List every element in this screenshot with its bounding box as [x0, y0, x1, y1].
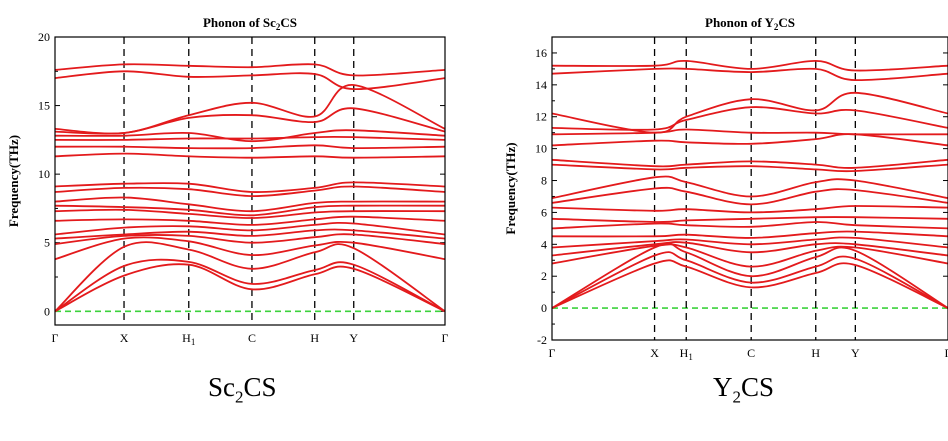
phonon-band-4 [552, 241, 948, 257]
k-point-label: C [747, 346, 755, 360]
y-axis-label-0: Frequency(THz) [6, 135, 21, 227]
phonon-band-1 [55, 258, 445, 313]
y-tick-label: 0 [44, 304, 50, 318]
caption-right-sub: 2 [732, 387, 742, 407]
k-point-label: Y [851, 346, 860, 360]
y-tick-label: 0 [541, 301, 547, 315]
phonon-band-13 [55, 152, 445, 159]
phonon-band-12 [55, 181, 445, 193]
phonon-band-20 [55, 63, 445, 77]
chart-title-1: Phonon of Y2CS [705, 15, 795, 32]
phonon-band-8 [55, 208, 445, 219]
k-point-label: Γ [945, 346, 948, 360]
phonon-band-11 [55, 185, 445, 198]
k-point-label: C [248, 331, 256, 345]
y-tick-label: 12 [535, 110, 547, 124]
phonon-band-6 [552, 230, 948, 239]
caption-left: Sc2CS [208, 372, 277, 407]
phonon-band-2 [552, 242, 948, 309]
plot-frame-1 [551, 36, 948, 341]
phonon-band-14 [55, 144, 445, 150]
y-tick-label: 10 [535, 142, 547, 156]
phonon-band-13 [552, 158, 948, 169]
phonon-band-0 [55, 263, 445, 313]
k-point-label: X [650, 346, 659, 360]
phonon-band-1 [552, 251, 948, 309]
y-tick-label: 8 [541, 174, 547, 188]
chart-panel-0: Phonon of Sc2CS Frequency(THz) 0 5 10 15 20 Γ X H… [6, 15, 449, 347]
caption-right-base: Y [713, 372, 733, 402]
y-tick-label: -2 [537, 333, 547, 347]
y-tick-label: 20 [38, 30, 50, 44]
y-tick-label: 10 [38, 167, 50, 181]
caption-left-rest: CS [243, 372, 277, 402]
phonon-band-10 [552, 186, 948, 206]
k-point-label: H [811, 346, 820, 360]
phonon-band-11 [552, 175, 948, 199]
phonon-band-6 [55, 221, 445, 236]
phonon-band-12 [552, 163, 948, 173]
k-point-label: Y [349, 331, 358, 345]
k-point-label: H1 [680, 346, 693, 362]
caption-right-rest: CS [741, 372, 775, 402]
chart-title-0: Phonon of Sc2CS [203, 15, 297, 32]
y-tick-label: 14 [535, 78, 547, 92]
phonon-band-17 [55, 107, 445, 135]
k-point-label: H1 [182, 331, 195, 347]
phonon-band-2 [55, 241, 445, 313]
caption-left-sub: 2 [235, 387, 244, 407]
phonon-band-16 [55, 129, 445, 143]
phonon-band-5 [552, 236, 948, 249]
phonon-band-16 [552, 106, 948, 131]
phonon-band-5 [55, 228, 445, 240]
k-point-label: Γ [52, 331, 59, 345]
phonon-band-9 [552, 205, 948, 214]
k-point-label: H [310, 331, 319, 345]
phonon-band-9 [55, 204, 445, 217]
phonon-band-14 [552, 133, 948, 147]
y-tick-label: 4 [541, 237, 547, 251]
phonon-band-18 [552, 67, 948, 82]
caption-right: Y2CS [713, 372, 774, 407]
caption-left-base: Sc [208, 372, 235, 402]
phonon-band-10 [55, 196, 445, 213]
k-point-label: Γ [549, 346, 556, 360]
plot-frame-0 [54, 36, 446, 326]
phonon-band-19 [552, 59, 948, 72]
phonon-band-17 [552, 91, 948, 134]
k-point-label: Γ [442, 331, 449, 345]
y-tick-label: 2 [541, 269, 547, 283]
phonon-band-7 [552, 221, 948, 230]
phonon-band-4 [55, 233, 445, 245]
phonon-band-8 [552, 216, 948, 223]
phonon-band-3 [552, 243, 948, 268]
y-tick-label: 6 [541, 205, 547, 219]
phonon-band-7 [55, 215, 445, 226]
y-tick-label: 16 [535, 46, 547, 60]
phonon-band-0 [552, 259, 948, 309]
y-tick-label: 15 [38, 99, 50, 113]
phonon-band-3 [55, 236, 445, 261]
phonon-band-15 [55, 135, 445, 141]
k-point-label: X [120, 331, 129, 345]
y-tick-label: 5 [44, 236, 50, 250]
y-axis-label-1: Frequency(THz) [503, 142, 518, 234]
phonon-band-18 [55, 84, 445, 135]
phonon-band-19 [55, 70, 445, 91]
chart-panel-1: Phonon of Y2CS Frequency(THz) -2 0 2 4 6 8 10 12 1… [503, 15, 948, 362]
